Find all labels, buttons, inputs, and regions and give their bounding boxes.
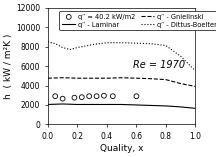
- q′′ = 40.2 kW/m2: [111, 95, 114, 97]
- q′′ - Gnielinski: [106, 77, 108, 79]
- q′′ - Laminar: [150, 105, 152, 106]
- q′′ - Laminar: [76, 103, 79, 105]
- q′′ = 40.2 kW/m2: [135, 95, 138, 97]
- Y-axis label: h  ( kW / m²K ): h ( kW / m²K ): [4, 33, 13, 99]
- q′′ - Dittus-Boelter: [135, 42, 138, 44]
- Text: Re = 1970: Re = 1970: [133, 60, 186, 70]
- q′′ - Laminar: [165, 105, 167, 107]
- q′′ - Dittus-Boelter: [61, 47, 64, 49]
- q′′ = 40.2 kW/m2: [80, 96, 84, 98]
- q′′ - Gnielinski: [120, 77, 123, 79]
- Line: q′′ - Laminar: q′′ - Laminar: [48, 104, 195, 108]
- q′′ - Laminar: [91, 103, 94, 105]
- q′′ - Gnielinski: [194, 86, 197, 87]
- q′′ - Dittus-Boelter: [106, 42, 108, 44]
- q′′ - Gnielinski: [61, 77, 64, 79]
- q′′ - Gnielinski: [179, 83, 182, 84]
- q′′ - Laminar: [120, 103, 123, 105]
- q′′ - Dittus-Boelter: [69, 49, 71, 50]
- q′′ - Dittus-Boelter: [165, 45, 167, 47]
- q′′ - Gnielinski: [150, 78, 152, 80]
- Line: q′′ - Gnielinski: q′′ - Gnielinski: [48, 78, 195, 87]
- q′′ - Dittus-Boelter: [120, 42, 123, 44]
- q′′ - Dittus-Boelter: [179, 55, 182, 57]
- q′′ - Gnielinski: [165, 79, 167, 81]
- q′′ - Dittus-Boelter: [194, 70, 197, 72]
- q′′ - Gnielinski: [135, 77, 138, 79]
- q′′ - Gnielinski: [91, 77, 94, 79]
- q′′ - Laminar: [135, 104, 138, 106]
- X-axis label: Quality, x: Quality, x: [100, 144, 143, 153]
- q′′ - Laminar: [46, 103, 49, 105]
- q′′ - Dittus-Boelter: [54, 43, 57, 45]
- q′′ - Gnielinski: [76, 77, 79, 79]
- q′′ - Laminar: [179, 106, 182, 108]
- q′′ = 40.2 kW/m2: [61, 97, 64, 100]
- q′′ = 40.2 kW/m2: [87, 95, 91, 97]
- q′′ - Dittus-Boelter: [150, 43, 152, 45]
- Legend: q′′ = 40.2 kW/m2, q′′ - Laminar, q′′ - Gnielinski, q′′ - Dittus-Boelter: q′′ = 40.2 kW/m2, q′′ - Laminar, q′′ - G…: [59, 11, 216, 30]
- q′′ - Dittus-Boelter: [91, 44, 94, 46]
- q′′ - Dittus-Boelter: [46, 41, 49, 43]
- q′′ - Laminar: [194, 107, 197, 109]
- q′′ - Laminar: [61, 103, 64, 105]
- q′′ = 40.2 kW/m2: [102, 95, 106, 97]
- q′′ - Dittus-Boelter: [76, 47, 79, 49]
- q′′ = 40.2 kW/m2: [73, 96, 76, 99]
- q′′ - Gnielinski: [46, 77, 49, 79]
- Line: q′′ - Dittus-Boelter: q′′ - Dittus-Boelter: [48, 42, 195, 71]
- q′′ = 40.2 kW/m2: [95, 95, 98, 97]
- q′′ = 40.2 kW/m2: [54, 95, 57, 97]
- q′′ - Laminar: [106, 103, 108, 105]
